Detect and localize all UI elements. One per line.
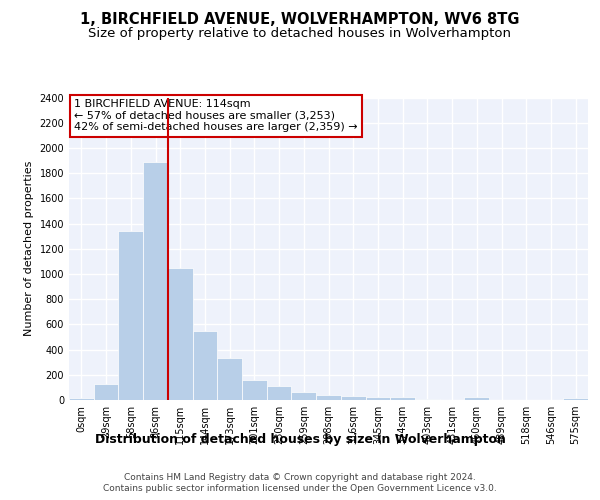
Bar (365, 397, 390, 400)
Bar (94, 384, 118, 400)
Y-axis label: Number of detached properties: Number of detached properties (24, 161, 34, 336)
Bar (415, 398, 440, 400)
Text: Contains HM Land Registry data © Crown copyright and database right 2024.: Contains HM Land Registry data © Crown c… (124, 472, 476, 482)
Bar (563, 398, 588, 400)
Text: 1, BIRCHFIELD AVENUE, WOLVERHAMPTON, WV6 8TG: 1, BIRCHFIELD AVENUE, WOLVERHAMPTON, WV6… (80, 12, 520, 28)
Bar (69, 398, 94, 400)
Bar (464, 397, 489, 400)
Bar (118, 231, 143, 400)
Bar (316, 395, 341, 400)
Text: Contains public sector information licensed under the Open Government Licence v3: Contains public sector information licen… (103, 484, 497, 493)
Bar (217, 358, 242, 400)
Text: Distribution of detached houses by size in Wolverhampton: Distribution of detached houses by size … (95, 432, 505, 446)
Bar (341, 396, 365, 400)
Bar (292, 392, 316, 400)
Bar (168, 268, 193, 400)
Bar (193, 332, 217, 400)
Bar (267, 386, 292, 400)
Text: 1 BIRCHFIELD AVENUE: 114sqm
← 57% of detached houses are smaller (3,253)
42% of : 1 BIRCHFIELD AVENUE: 114sqm ← 57% of det… (74, 99, 358, 132)
Text: Size of property relative to detached houses in Wolverhampton: Size of property relative to detached ho… (89, 28, 511, 40)
Bar (390, 398, 415, 400)
Bar (143, 162, 168, 400)
Bar (242, 380, 267, 400)
